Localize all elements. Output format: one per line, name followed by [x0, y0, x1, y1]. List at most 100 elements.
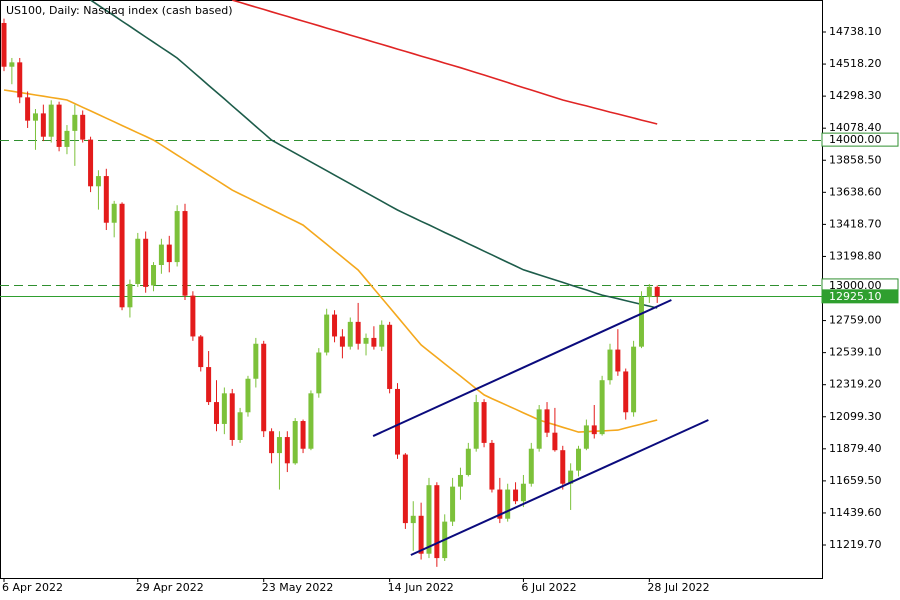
- candle-body: [355, 321, 361, 344]
- candle-body: [339, 336, 345, 347]
- candle-body: [9, 62, 15, 67]
- candle-body: [213, 402, 219, 424]
- candle-body: [583, 425, 589, 449]
- candle-body: [88, 139, 94, 187]
- candle-body: [284, 437, 290, 464]
- candle-body: [48, 104, 54, 137]
- candle-body: [221, 393, 227, 424]
- y-tick-label: 11879.40: [829, 442, 882, 455]
- candle-body: [497, 489, 503, 519]
- candle-body: [536, 409, 542, 449]
- x-tick-label: 29 Apr 2022: [136, 581, 204, 594]
- x-tick-label: 6 Jul 2022: [521, 581, 576, 594]
- y-tick-label: 11219.70: [829, 538, 882, 551]
- candle-body: [552, 432, 558, 451]
- candle-body: [387, 324, 393, 389]
- candle-body: [513, 489, 519, 502]
- candle-body: [599, 380, 605, 435]
- candle-body: [103, 176, 109, 223]
- plot-area: [0, 0, 822, 567]
- candle-body: [544, 409, 550, 433]
- candle-body: [410, 515, 416, 524]
- candle-body: [269, 431, 275, 454]
- trend-line: [372, 299, 672, 437]
- candle-body: [316, 352, 322, 394]
- candle-body: [607, 349, 613, 381]
- y-tick-label: 12759.00: [829, 314, 882, 327]
- candle-body: [56, 104, 62, 147]
- candle-body: [505, 489, 511, 519]
- candle-body: [32, 113, 38, 121]
- y-tick-label: 13418.70: [829, 217, 882, 230]
- y-tick-label: 14738.10: [829, 25, 882, 38]
- x-tick-label: 28 Jul 2022: [647, 581, 709, 594]
- candle-body: [402, 454, 408, 524]
- candle-body: [198, 336, 204, 368]
- candle-body: [489, 442, 495, 490]
- level-label-box: [821, 132, 899, 147]
- candle-body: [119, 203, 125, 308]
- candle-body: [576, 448, 582, 471]
- level-label: 12925.10: [829, 290, 882, 303]
- candle-body: [72, 114, 78, 131]
- y-tick-label: 12539.10: [829, 346, 882, 359]
- y-tick-label: 12319.20: [829, 378, 882, 391]
- candle-body: [135, 238, 141, 284]
- x-tick-label: 14 Jun 2022: [388, 581, 454, 594]
- y-tick-label: 14518.20: [829, 57, 882, 70]
- candle-body: [25, 97, 31, 121]
- candle-body: [623, 371, 629, 413]
- candle-body: [450, 486, 456, 522]
- candle-body: [591, 425, 597, 435]
- candle-body: [481, 402, 487, 443]
- candle-body: [206, 367, 212, 403]
- x-tick-label: 23 May 2022: [262, 581, 334, 594]
- candle-body: [465, 448, 471, 475]
- y-tick-label: 14298.30: [829, 89, 882, 102]
- candle-body: [371, 337, 377, 347]
- candle-body: [324, 314, 330, 353]
- candle-body: [332, 314, 338, 337]
- y-tick-label: 12099.30: [829, 410, 882, 423]
- candle-body: [395, 388, 400, 455]
- candle-body: [253, 343, 259, 379]
- candle-body: [646, 286, 652, 298]
- candle-body: [245, 378, 251, 413]
- candle-body: [80, 114, 86, 140]
- candle-body: [229, 393, 235, 440]
- candle-body: [560, 450, 566, 484]
- moving-average: [231, 0, 658, 125]
- candle-body: [568, 470, 574, 484]
- y-tick-label: 11659.50: [829, 474, 882, 487]
- candle-body: [426, 485, 432, 554]
- y-tick-label: 11439.60: [829, 506, 882, 519]
- candle-body: [143, 238, 149, 287]
- candle-body: [17, 62, 23, 98]
- y-tick-label: 13858.50: [829, 153, 882, 166]
- candle-body: [64, 130, 70, 147]
- candle-body: [190, 295, 196, 337]
- chart-title: US100, Daily: Nasdaq index (cash based): [6, 4, 233, 17]
- moving-average: [90, 0, 658, 309]
- candle-body: [615, 349, 621, 372]
- candle-body: [347, 321, 353, 347]
- candle-body: [528, 448, 534, 484]
- candle-body: [308, 393, 314, 449]
- candle-body: [111, 203, 117, 223]
- level-label: 13000.00: [829, 279, 882, 292]
- candle-body: [457, 474, 463, 487]
- level-label-box: [821, 289, 899, 304]
- candle-body: [418, 515, 424, 554]
- candle-body: [300, 421, 306, 449]
- y-tick-label: 13638.60: [829, 185, 882, 198]
- candle-body: [261, 343, 267, 432]
- x-tick-label: 6 Apr 2022: [2, 581, 63, 594]
- y-tick-label: 13198.80: [829, 249, 882, 262]
- candle-body: [237, 412, 243, 440]
- candle-body: [166, 244, 172, 263]
- candle-body: [473, 402, 479, 449]
- candle-body: [638, 297, 644, 347]
- candle-body: [182, 211, 188, 296]
- trend-line: [410, 419, 709, 556]
